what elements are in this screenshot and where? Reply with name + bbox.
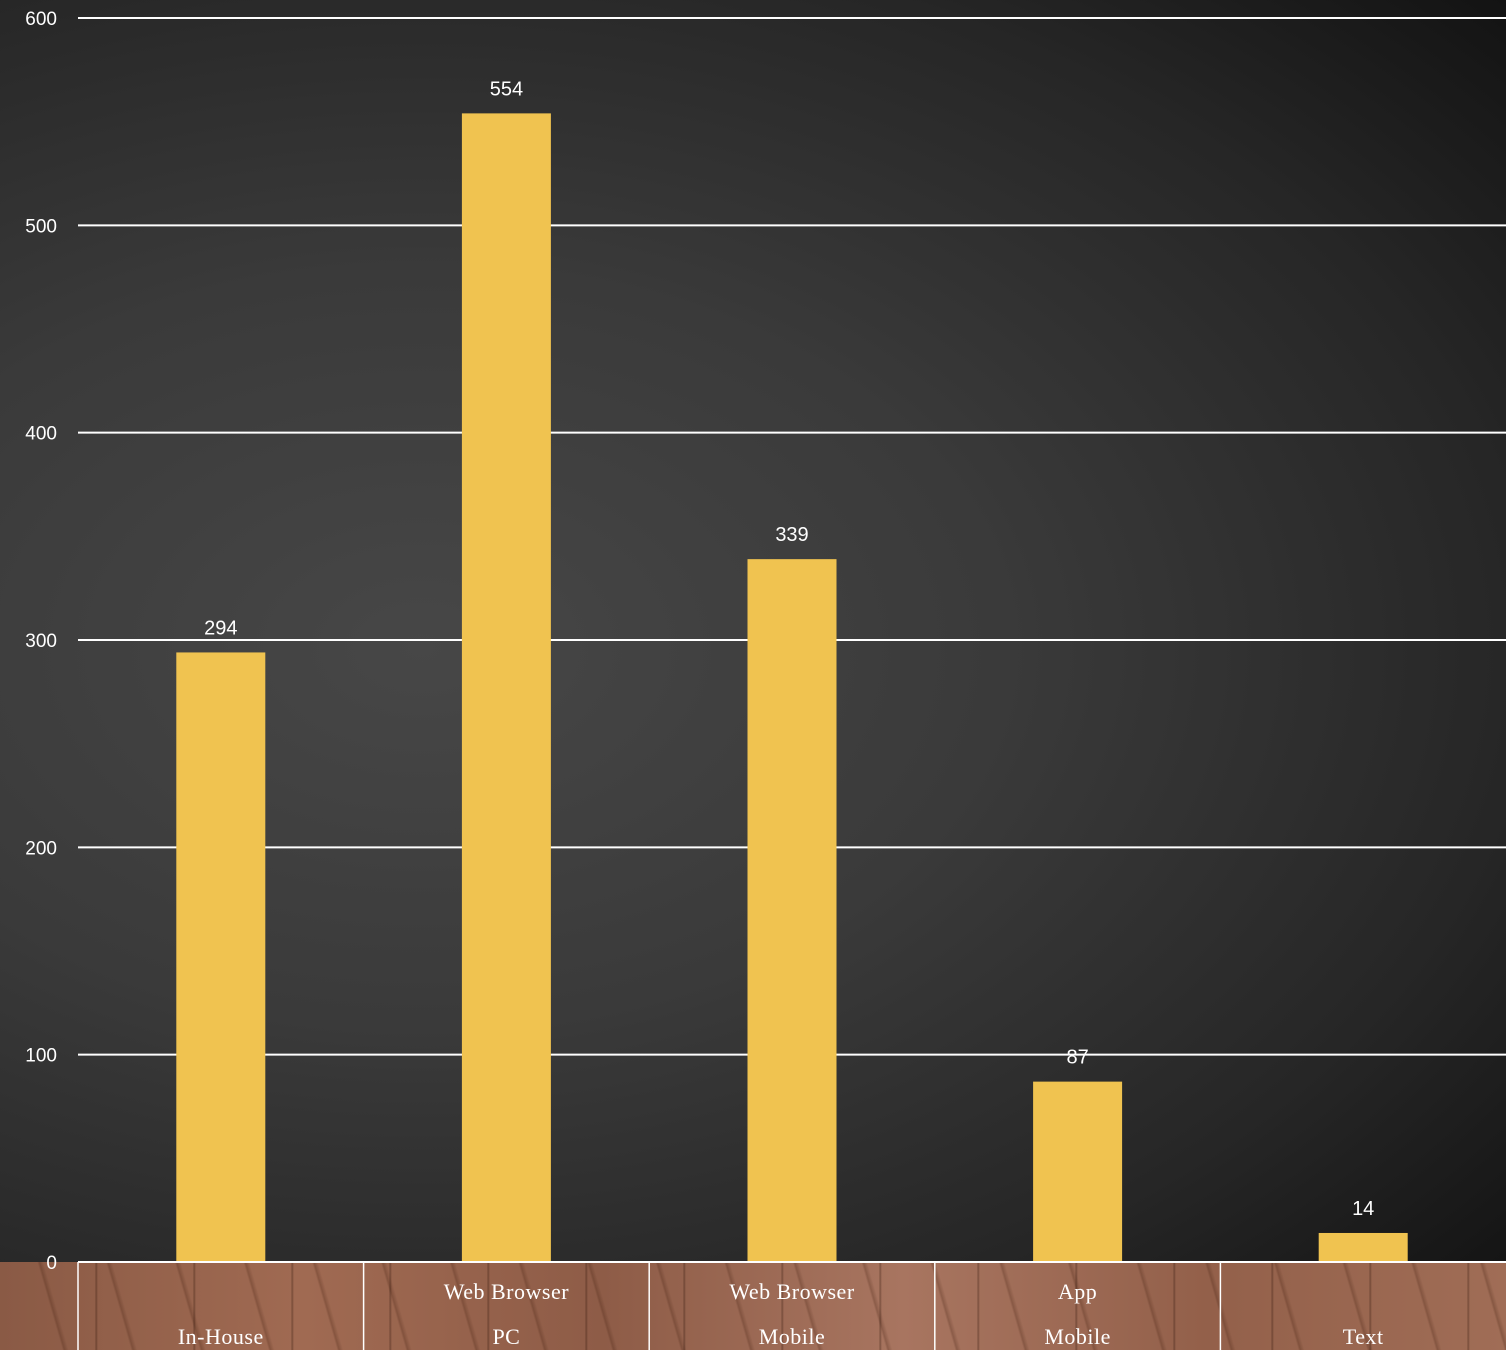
category-label-4-0: Text (1343, 1324, 1384, 1349)
y-tick-label-400: 400 (25, 424, 57, 445)
data-label-0: 294 (204, 617, 237, 639)
bar-1 (461, 113, 551, 1263)
bar-2 (747, 559, 837, 1262)
bar-3 (1033, 1081, 1123, 1262)
y-tick-label-600: 600 (25, 9, 57, 30)
data-label-4: 14 (1352, 1198, 1374, 1220)
category-label-1-1: PC (492, 1324, 520, 1349)
y-tick-label-300: 300 (25, 631, 57, 652)
bar-4 (1318, 1232, 1408, 1262)
category-axis: In-House Web Browser PC Web Browser Mobile Ap… (77, 1261, 1506, 1350)
bars (176, 113, 1408, 1263)
category-label-0-0: In-House (178, 1324, 264, 1349)
y-axis-ticks: 0 100 200 300 400 500 600 (25, 9, 57, 1274)
data-label-1: 554 (490, 78, 523, 100)
category-label-3-1: Mobile (1044, 1324, 1111, 1349)
data-label-2: 339 (775, 524, 808, 546)
y-tick-label-200: 200 (25, 838, 57, 859)
y-tick-label-500: 500 (25, 216, 57, 237)
data-labels: 294 554 339 87 14 (204, 78, 1374, 1220)
bar-0 (176, 652, 266, 1262)
category-label-2-0: Web Browser (729, 1279, 854, 1304)
wood-floor-background (0, 1262, 1506, 1350)
category-label-3-0: App (1058, 1279, 1097, 1304)
category-label-2-1: Mobile (759, 1324, 826, 1349)
data-label-3: 87 (1066, 1047, 1088, 1069)
category-label-1-0: Web Browser (444, 1279, 569, 1304)
y-tick-label-0: 0 (46, 1253, 57, 1274)
y-tick-label-100: 100 (25, 1046, 57, 1067)
